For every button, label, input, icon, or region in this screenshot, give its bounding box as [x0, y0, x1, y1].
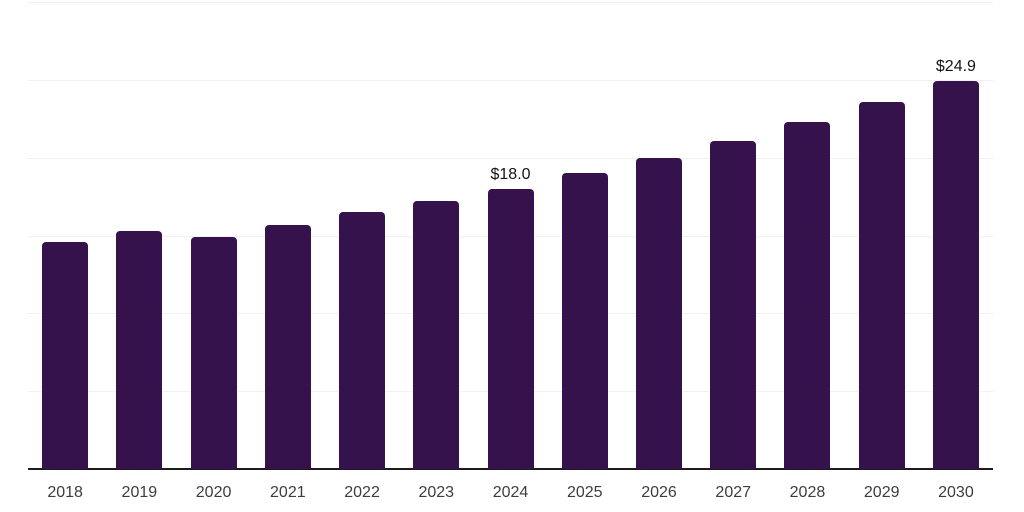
- bar-2021: [264, 224, 311, 469]
- x-tick-label-2026: 2026: [641, 484, 677, 501]
- x-tick-label-2022: 2022: [344, 484, 380, 501]
- x-axis-labels: 2018 2019 2020 2021 2022 2023 2024 2025 2026 2027…: [28, 480, 993, 502]
- x-tick-label-2020: 2020: [195, 484, 232, 501]
- bar-band-2029: [845, 0, 919, 469]
- bar-2018: [42, 241, 89, 469]
- bar-2022: [339, 212, 386, 469]
- x-tick-label-2030: 2030: [938, 484, 974, 501]
- bar-band-2030: $24.9: [919, 0, 993, 469]
- bar-value-label-2030: $24.9: [935, 58, 976, 76]
- bar-band-2019: [102, 0, 176, 469]
- bar-band-2023: [399, 0, 473, 469]
- gridline-20: [28, 157, 993, 159]
- bar-band-2021: [251, 0, 325, 469]
- bar-2027: [710, 140, 757, 469]
- bar-value-label-2024: $18.0: [490, 165, 531, 183]
- bar-band-2022: [325, 0, 399, 469]
- x-axis-line: [28, 468, 993, 470]
- bar-band-2025: [548, 0, 622, 469]
- bar-2028: [784, 121, 831, 469]
- x-tick-label-2018: 2018: [47, 484, 83, 501]
- bars-area: $18.0 $24.9: [28, 0, 993, 469]
- bar-2026: [635, 157, 682, 469]
- bar-band-2027: [696, 0, 770, 469]
- bar-2020: [190, 237, 237, 469]
- bar-band-2020: [176, 0, 250, 469]
- x-tick-label-2027: 2027: [715, 484, 752, 501]
- plot-area: $18.0 $24.9 2018 2019 2020 2021 2022 2023 2024 2…: [28, 0, 993, 512]
- bar-band-2028: [770, 0, 844, 469]
- x-tick-label-2029: 2029: [863, 484, 900, 501]
- bar-2025: [561, 173, 608, 469]
- bar-2024: [487, 188, 534, 469]
- bar-2023: [413, 201, 460, 469]
- bar-band-2018: [28, 0, 102, 469]
- x-tick-label-2024: 2024: [492, 484, 529, 501]
- bar-band-2026: [622, 0, 696, 469]
- x-tick-label-2025: 2025: [566, 484, 603, 501]
- gridline-25: [28, 79, 993, 81]
- x-tick-label-2028: 2028: [789, 484, 826, 501]
- bar-2029: [858, 101, 905, 469]
- x-tick-label-2021: 2021: [270, 484, 306, 501]
- bar-2030: [932, 81, 979, 469]
- bar-band-2024: $18.0: [473, 0, 547, 469]
- bar-2019: [116, 230, 163, 469]
- gridline-30: [28, 2, 993, 3]
- x-tick-label-2019: 2019: [121, 484, 158, 501]
- x-tick-label-2023: 2023: [418, 484, 455, 501]
